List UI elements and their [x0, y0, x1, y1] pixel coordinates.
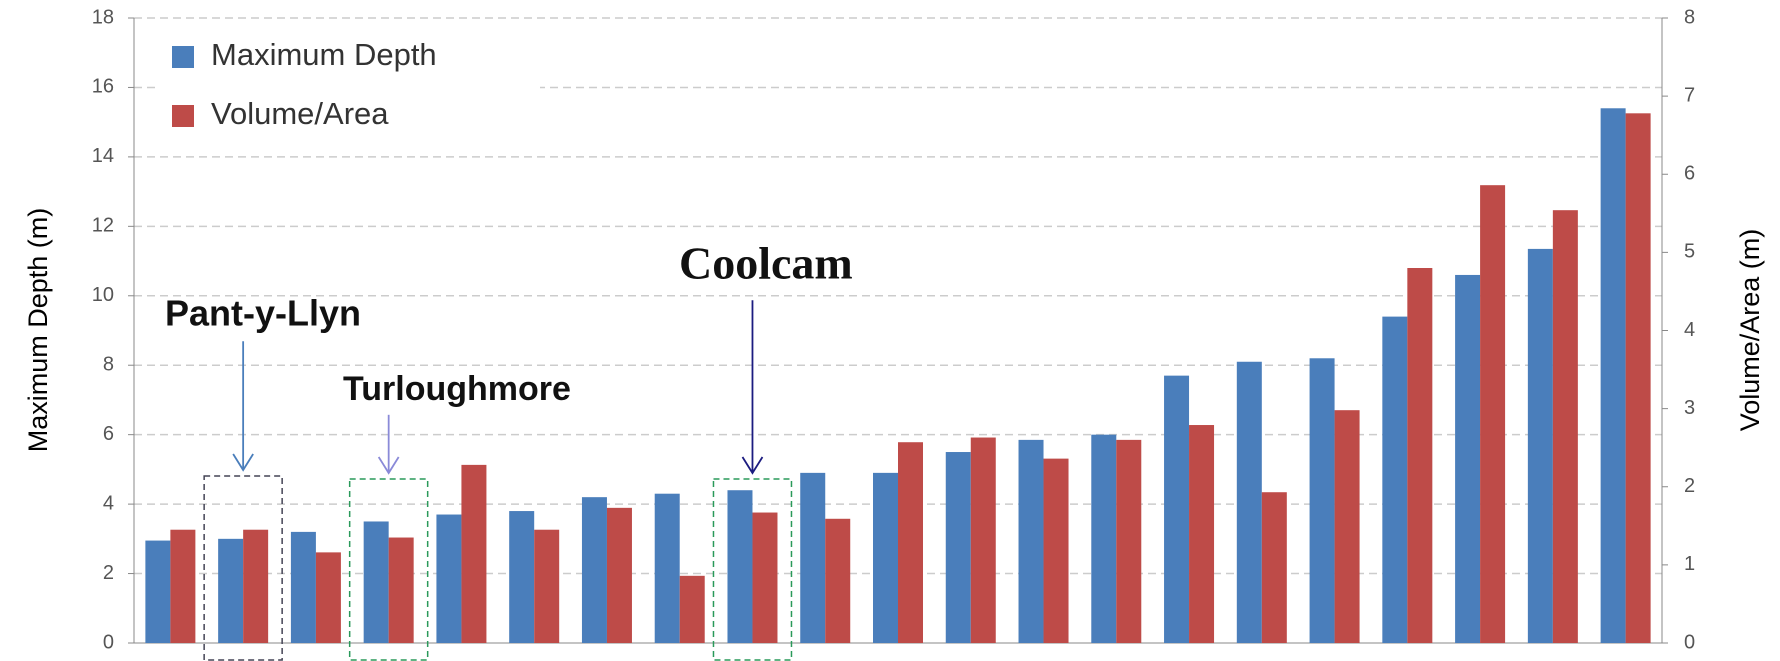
y-tick-label: 12 [92, 215, 114, 237]
bar [1625, 113, 1651, 643]
y2-tick-label: 1 [1684, 553, 1695, 575]
y2-tick-label: 6 [1684, 163, 1695, 185]
y-axis-title: Maximum Depth (m) [23, 208, 53, 453]
bar [170, 529, 196, 643]
y-tick-label: 16 [92, 76, 114, 98]
bar [145, 540, 171, 643]
y-tick-label: 8 [103, 354, 114, 376]
bar [1407, 268, 1433, 643]
y-tick-label: 6 [103, 423, 114, 445]
bar [363, 521, 389, 643]
y-tick-label: 14 [92, 145, 114, 167]
y2-axis-title: Volume/Area (m) [1735, 229, 1765, 432]
bar [581, 497, 607, 643]
bar [606, 507, 632, 643]
bar [1116, 439, 1142, 643]
y-tick-label: 0 [103, 631, 114, 653]
bar [1189, 425, 1215, 643]
bar [1455, 274, 1481, 643]
annotation-arrowhead [377, 456, 400, 475]
annotation: Turloughmore [343, 370, 571, 408]
highlight-box [203, 475, 283, 661]
bar [1480, 185, 1506, 643]
y-tick-label: 4 [103, 492, 114, 514]
bar [1091, 434, 1117, 643]
bar [388, 537, 414, 643]
bar [1552, 210, 1578, 643]
legend-label: Maximum Depth [211, 37, 437, 72]
bar [1600, 108, 1626, 644]
bar [1261, 492, 1287, 643]
bar [945, 452, 971, 643]
bar [727, 490, 753, 643]
bar [509, 511, 535, 643]
bar [243, 529, 269, 643]
annotation-arrowhead [232, 453, 254, 472]
bar [825, 518, 851, 643]
bar [218, 538, 244, 643]
y2-tick-label: 5 [1684, 241, 1695, 263]
legend-swatch [172, 105, 194, 127]
legend-swatch [172, 46, 194, 68]
annotation: Coolcam [679, 238, 853, 289]
y2-tick-label: 4 [1684, 319, 1695, 341]
y-tick-label: 2 [103, 562, 114, 584]
bar [1043, 458, 1069, 643]
legend-box [160, 28, 540, 142]
bar [873, 472, 898, 643]
bar [1236, 361, 1262, 643]
bar [800, 472, 826, 643]
bar [534, 529, 560, 643]
bar [679, 575, 705, 643]
bar [290, 531, 316, 643]
bar [654, 493, 680, 643]
y2-tick-label: 2 [1684, 475, 1695, 497]
y2-tick-label: 7 [1684, 84, 1695, 106]
bar [752, 512, 778, 643]
bar [436, 514, 462, 643]
bar [1018, 439, 1044, 643]
bar [898, 442, 923, 643]
bar [1334, 410, 1360, 643]
annotation: Pant-y-Llyn [165, 293, 361, 334]
bar [1309, 358, 1335, 643]
y2-tick-label: 3 [1684, 397, 1695, 419]
bar [1527, 248, 1553, 643]
annotation-arrowhead [741, 456, 764, 475]
y-tick-label: 10 [92, 284, 114, 306]
y2-tick-label: 0 [1684, 631, 1695, 653]
y-tick-label: 18 [92, 6, 114, 28]
bar [970, 437, 996, 643]
bar [461, 464, 487, 643]
legend-label: Volume/Area [211, 96, 389, 131]
bar [315, 552, 341, 643]
bar [1382, 316, 1408, 643]
y2-tick-label: 8 [1684, 6, 1695, 28]
bar [1164, 375, 1190, 643]
